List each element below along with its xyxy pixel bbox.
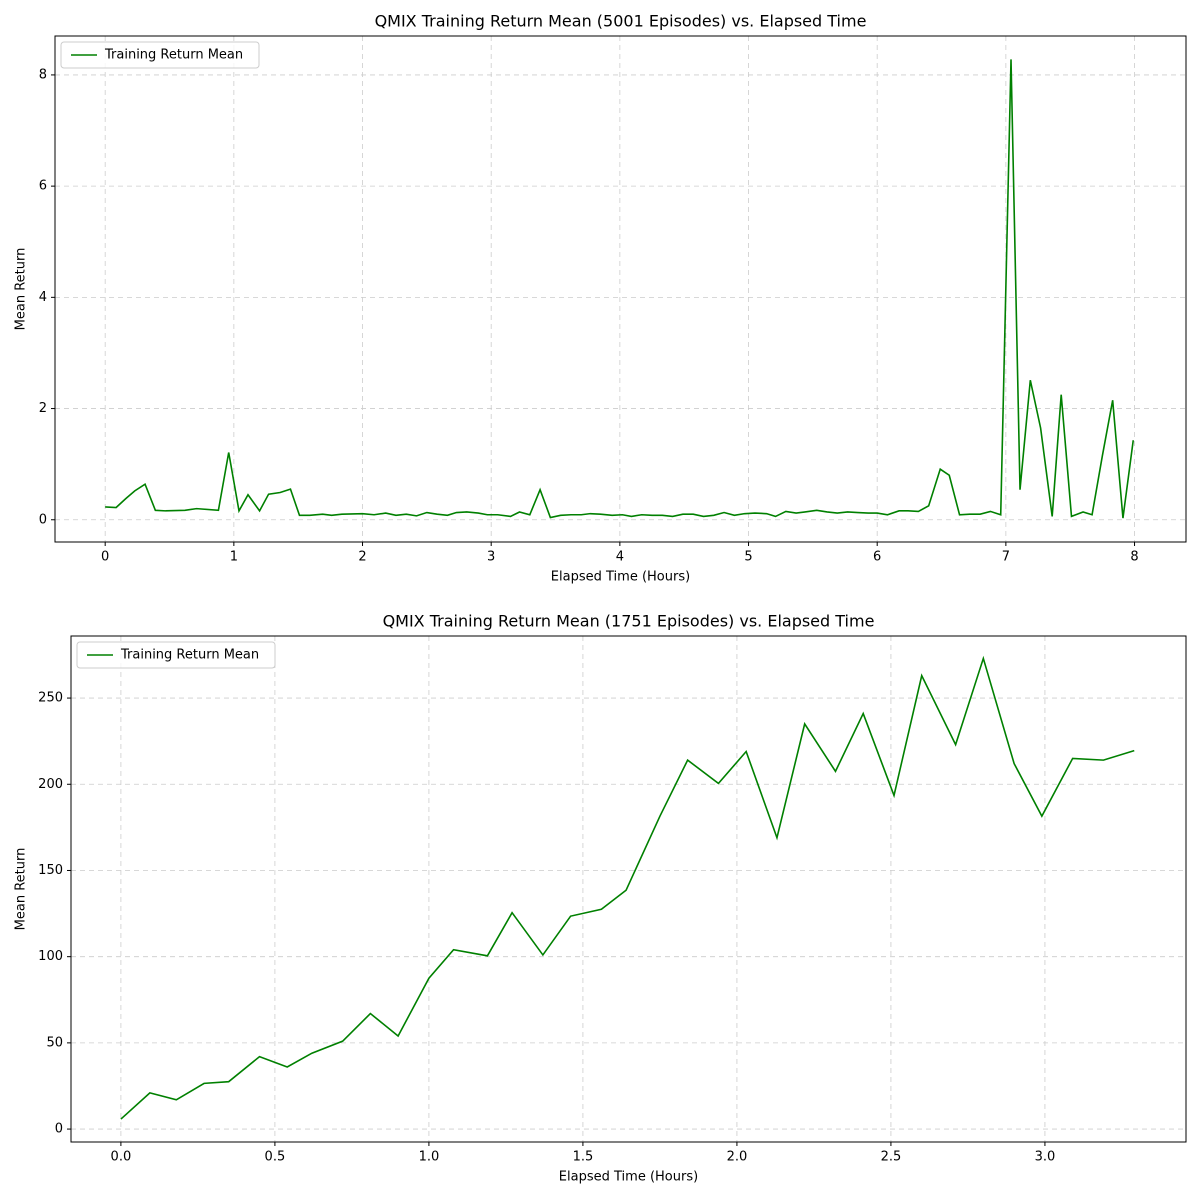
y-tick-label: 200	[38, 777, 63, 792]
y-axis-label: Mean Return	[14, 248, 29, 331]
y-tick-label: 6	[39, 179, 47, 194]
legend-box	[60, 41, 260, 69]
x-tick-label: 0.0	[111, 1150, 132, 1165]
x-tick-label: 0	[101, 550, 109, 565]
x-tick-label: 5	[744, 550, 752, 565]
x-tick-label: 2.0	[727, 1150, 748, 1165]
legend-label: Training Return Mean	[104, 48, 243, 63]
y-tick-label: 4	[39, 290, 47, 305]
x-tick-label: 2	[358, 550, 366, 565]
x-tick-label: 1	[230, 550, 238, 565]
x-tick-label: 8	[1130, 550, 1138, 565]
legend-label: Training Return Mean	[120, 648, 259, 663]
chart-title: QMIX Training Return Mean (5001 Episodes…	[375, 12, 867, 31]
y-tick-label: 2	[39, 401, 47, 416]
y-tick-label: 8	[39, 67, 47, 82]
y-tick-label: 150	[38, 863, 63, 878]
y-tick-label: 100	[38, 949, 63, 964]
x-axis-label: Elapsed Time (Hours)	[551, 570, 690, 585]
data-line	[120, 655, 1135, 1120]
x-tick-label: 3	[487, 550, 495, 565]
y-axis-label: Mean Return	[14, 848, 29, 931]
x-tick-label: 6	[873, 550, 881, 565]
data-line	[105, 59, 1135, 519]
x-tick-label: 4	[616, 550, 624, 565]
y-tick-label: 250	[38, 691, 63, 706]
chart-title: QMIX Training Return Mean (1751 Episodes…	[383, 612, 875, 631]
plot-frame	[54, 35, 1187, 543]
x-tick-label: 2.5	[881, 1150, 902, 1165]
x-tick-label: 3.0	[1035, 1150, 1056, 1165]
x-tick-label: 1.0	[419, 1150, 440, 1165]
x-tick-label: 1.5	[573, 1150, 594, 1165]
y-tick-label: 0	[39, 512, 47, 527]
y-tick-label: 50	[46, 1035, 63, 1050]
x-tick-label: 7	[1002, 550, 1010, 565]
x-tick-label: 0.5	[265, 1150, 286, 1165]
y-tick-label: 0	[55, 1122, 63, 1137]
plot-frame	[70, 635, 1187, 1143]
x-axis-label: Elapsed Time (Hours)	[559, 1170, 698, 1185]
legend-box	[76, 641, 276, 669]
